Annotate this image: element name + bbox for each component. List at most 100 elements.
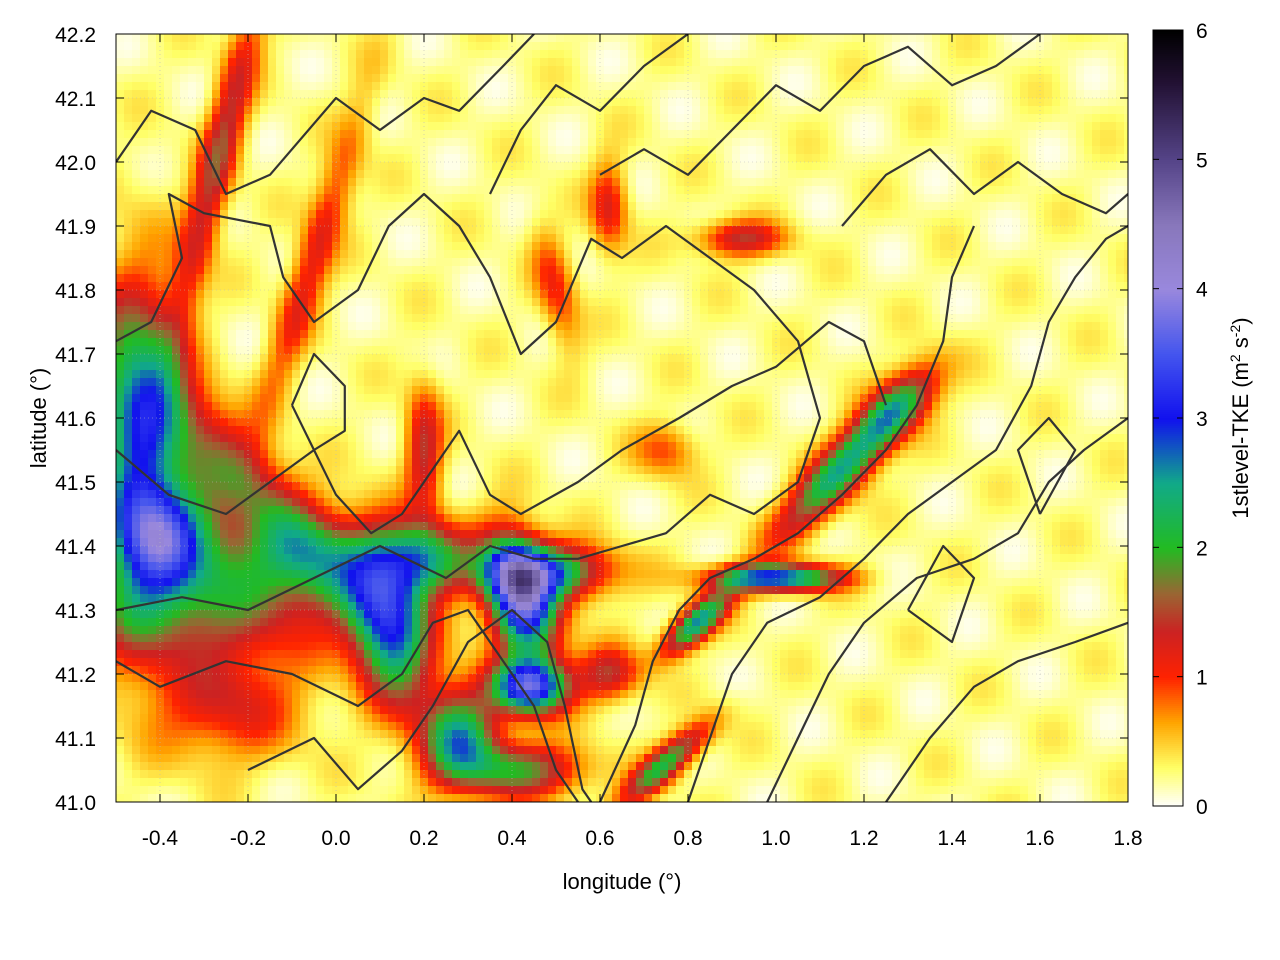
heat-cell (444, 242, 453, 251)
heat-cell (652, 218, 661, 227)
heat-cell (524, 130, 533, 139)
heat-cell (716, 234, 725, 243)
heat-cell (484, 210, 493, 219)
heat-cell (188, 234, 197, 243)
heat-cell (748, 90, 757, 99)
heat-cell (972, 178, 981, 187)
heat-cell (732, 242, 741, 251)
heat-cell (1028, 330, 1037, 339)
heat-cell (964, 290, 973, 299)
heat-cell (1124, 42, 1128, 51)
heat-cell (412, 74, 421, 83)
heat-cell (660, 218, 669, 227)
heat-cell (492, 34, 501, 43)
heat-cell (724, 338, 733, 347)
heat-cell (452, 298, 461, 307)
heat-cell (876, 322, 885, 331)
heat-cell (1092, 218, 1101, 227)
heat-cell (476, 210, 485, 219)
heat-cell (308, 138, 317, 147)
heat-cell (260, 322, 269, 331)
heat-cell (708, 250, 717, 259)
heat-cell (492, 130, 501, 139)
heat-cell (716, 242, 725, 251)
heat-cell (364, 330, 373, 339)
heat-cell (204, 186, 213, 195)
heat-cell (812, 330, 821, 339)
heat-cell (340, 178, 349, 187)
heat-cell (1020, 186, 1029, 195)
heat-cell (980, 274, 989, 283)
heat-cell (212, 282, 221, 291)
heat-cell (836, 154, 845, 163)
heat-cell (876, 98, 885, 107)
heat-cell (436, 346, 445, 355)
heat-cell (196, 34, 205, 43)
heat-cell (172, 82, 181, 91)
heat-cell (692, 242, 701, 251)
heat-cell (676, 66, 685, 75)
heat-cell (900, 202, 909, 211)
heat-cell (1116, 34, 1125, 43)
heat-cell (500, 202, 509, 211)
heat-cell (884, 130, 893, 139)
heat-cell (676, 306, 685, 315)
heat-cell (644, 258, 653, 267)
heat-cell (340, 250, 349, 259)
heat-cell (380, 282, 389, 291)
heat-cell (628, 250, 637, 259)
heat-cell (196, 250, 205, 259)
heat-cell (348, 90, 357, 99)
heat-cell (436, 58, 445, 67)
heat-cell (676, 146, 685, 155)
heat-cell (188, 322, 197, 331)
heat-cell (308, 186, 317, 195)
heat-cell (1092, 194, 1101, 203)
heat-cell (708, 314, 717, 323)
heat-cell (692, 306, 701, 315)
heat-cell (1124, 186, 1128, 195)
heat-cell (716, 122, 725, 131)
heat-cell (980, 250, 989, 259)
heat-cell (636, 138, 645, 147)
heat-cell (540, 322, 549, 331)
heat-cell (116, 266, 125, 275)
heat-cell (884, 218, 893, 227)
heat-cell (844, 306, 853, 315)
heat-cell (308, 162, 317, 171)
heat-cell (980, 338, 989, 347)
heat-cell (1092, 298, 1101, 307)
heat-cell (996, 290, 1005, 299)
heat-cell (740, 258, 749, 267)
heat-cell (196, 338, 205, 347)
heat-cell (476, 330, 485, 339)
heat-cell (1012, 250, 1021, 259)
heat-cell (980, 186, 989, 195)
heat-cell (1068, 322, 1077, 331)
heat-cell (524, 226, 533, 235)
heat-cell (228, 282, 237, 291)
heat-cell (284, 306, 293, 315)
heat-cell (484, 138, 493, 147)
heat-cell (924, 162, 933, 171)
heat-cell (564, 90, 573, 99)
heat-cell (660, 314, 669, 323)
heat-cell (436, 50, 445, 59)
heat-cell (252, 282, 261, 291)
heat-cell (180, 82, 189, 91)
heat-cell (908, 226, 917, 235)
heat-cell (492, 90, 501, 99)
heat-cell (276, 346, 285, 355)
heat-cell (484, 154, 493, 163)
heat-cell (564, 298, 573, 307)
heat-cell (316, 42, 325, 51)
heat-cell (124, 66, 133, 75)
heat-cell (324, 202, 333, 211)
heat-cell (468, 106, 477, 115)
heat-cell (324, 322, 333, 331)
heat-cell (988, 274, 997, 283)
heat-cell (900, 82, 909, 91)
heat-cell (364, 58, 373, 67)
heat-cell (268, 242, 277, 251)
heat-cell (412, 122, 421, 131)
